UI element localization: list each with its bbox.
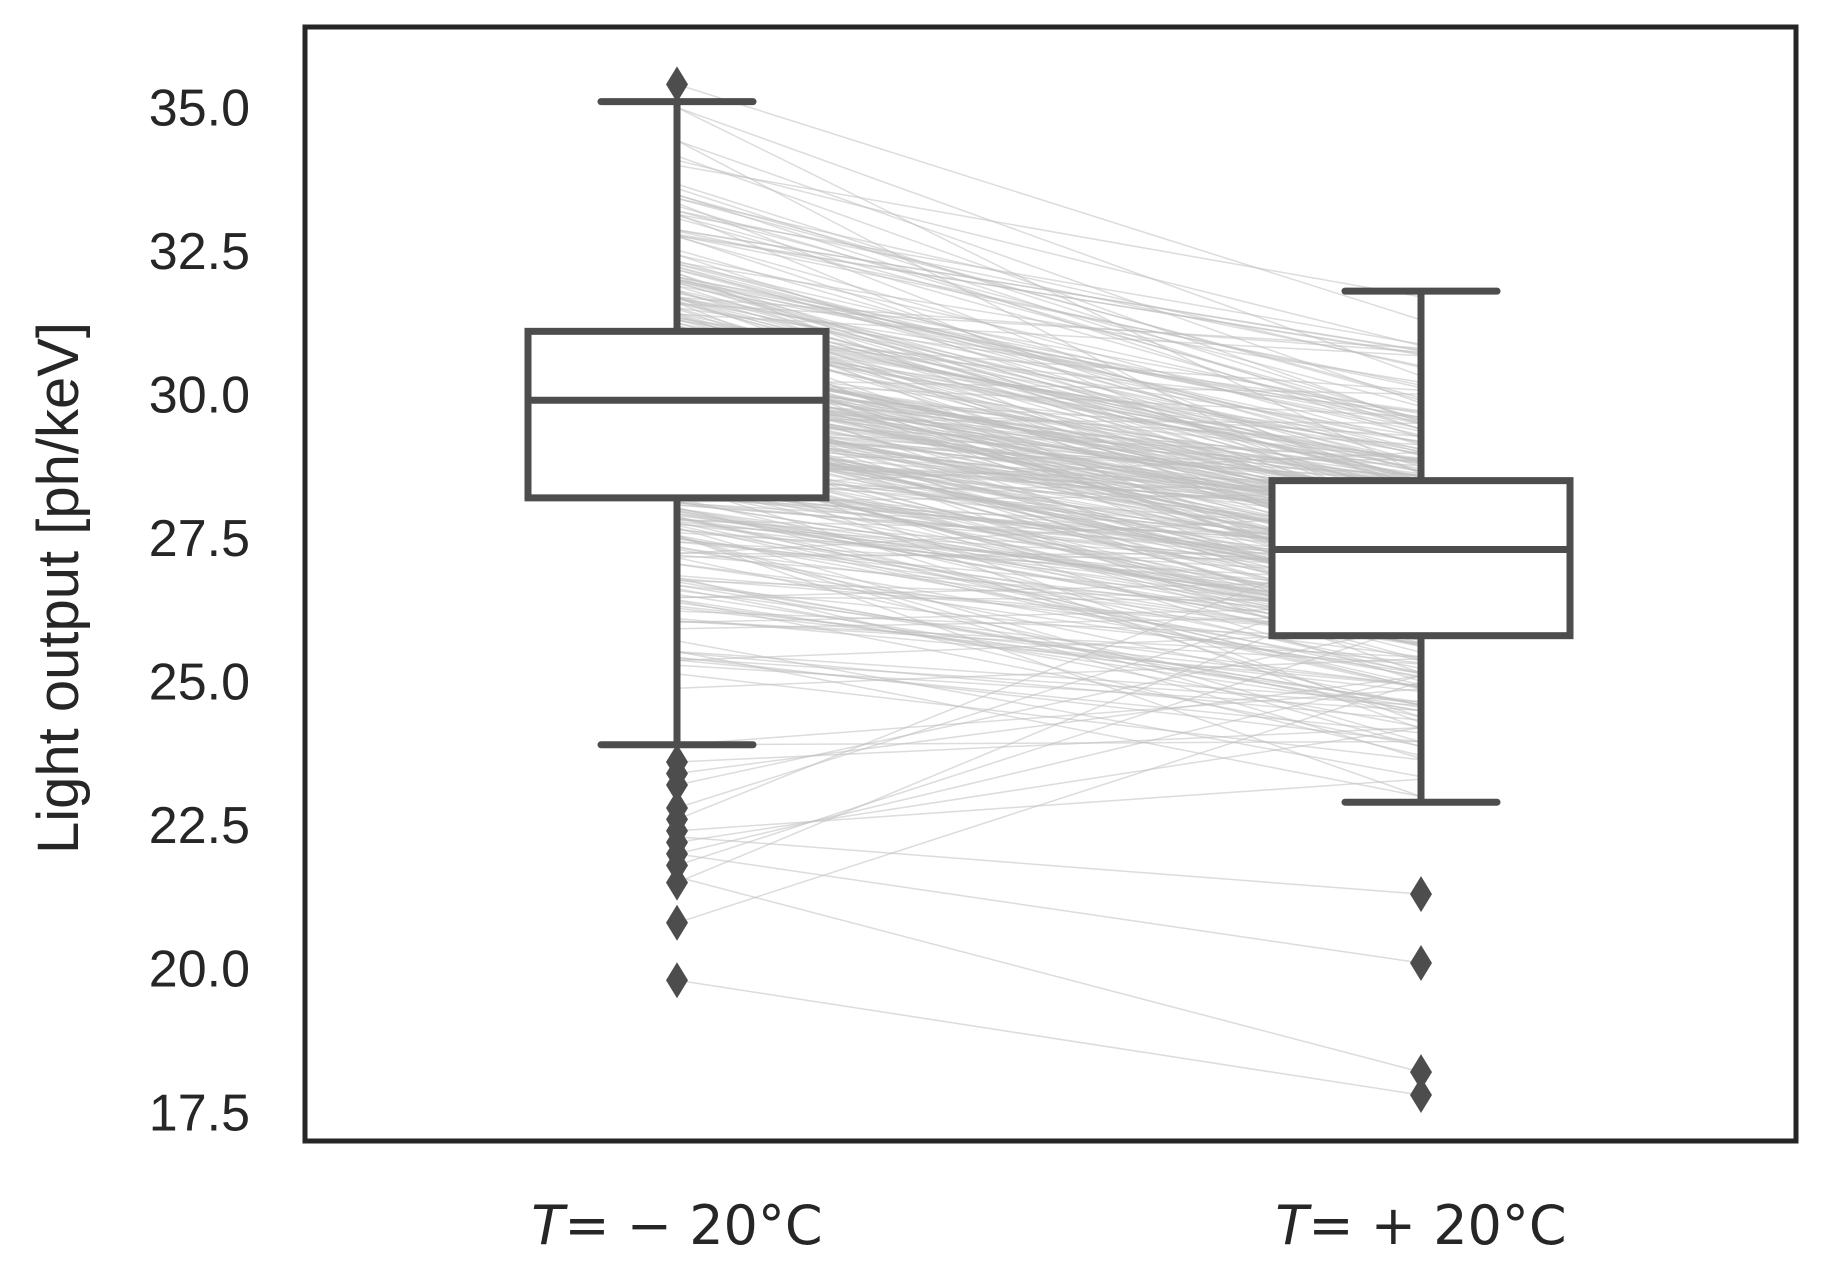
paired-line: [676, 302, 1422, 349]
paired-line: [676, 249, 1422, 464]
paired-line: [676, 266, 1422, 457]
paired-line: [676, 234, 1422, 355]
paired-line: [676, 650, 1422, 703]
y-tick-label: 32.5: [149, 223, 250, 281]
paired-line: [676, 656, 1422, 743]
outlier-marker: [666, 864, 688, 901]
y-tick-label: 17.5: [149, 1084, 250, 1142]
paired-line: [676, 290, 1422, 485]
paired-line: [676, 313, 1422, 357]
paired-line: [676, 593, 1422, 709]
paired-line: [676, 876, 1422, 1073]
y-tick-label: 35.0: [149, 79, 250, 137]
category-value: = − 20°C: [564, 1194, 822, 1257]
box-iqr: [524, 327, 830, 502]
paired-line: [676, 979, 1422, 1096]
category-variable: T: [1275, 1194, 1312, 1257]
y-tick-label: 20.0: [149, 941, 250, 999]
paired-line: [676, 297, 1422, 456]
paired-line: [676, 680, 1422, 924]
y-tick-label: 30.0: [149, 367, 250, 425]
paired-line: [676, 657, 1422, 707]
paired-line: [676, 83, 1422, 321]
x-category-labels: T= − 20°C T= + 20°C: [531, 1194, 1566, 1257]
paired-line: [676, 740, 1422, 746]
box-iqr: [1268, 477, 1574, 640]
paired-line: [676, 194, 1422, 402]
y-tick-label: 22.5: [149, 797, 250, 855]
paired-line: [676, 576, 1422, 757]
paired-line: [676, 515, 1422, 686]
paired-line: [676, 587, 1422, 728]
paired-line: [676, 497, 1422, 675]
outlier-marker: [666, 66, 688, 103]
paired-line: [676, 623, 1422, 867]
paired-line: [676, 234, 1422, 386]
outlier-marker: [1410, 876, 1432, 913]
paired-line: [676, 205, 1422, 425]
paired-line: [676, 563, 1422, 675]
paired-line: [676, 675, 1422, 775]
outlier-marker: [666, 962, 688, 999]
x-category-label: T= + 20°C: [1275, 1194, 1566, 1257]
paired-line: [676, 217, 1422, 431]
paired-line: [676, 534, 1422, 748]
outlier-marker: [666, 904, 688, 941]
paired-line: [676, 197, 1422, 369]
paired-line: [676, 623, 1422, 786]
y-tick-labels: 17.5 20.0 22.5 25.0 27.5 30.0 32.5 35.0: [149, 79, 250, 1142]
paired-line: [676, 262, 1422, 436]
paired-line: [676, 675, 1422, 855]
paired-line: [676, 778, 1422, 832]
paired-line: [676, 106, 1422, 377]
paired-line: [676, 853, 1422, 964]
outlier-marker: [1410, 1077, 1432, 1114]
paired-line: [676, 521, 1422, 689]
outlier-marker: [1410, 944, 1432, 981]
paired-line: [676, 106, 1422, 476]
paired-line: [676, 139, 1422, 529]
y-axis-title: Light output [ph/keV]: [26, 322, 91, 854]
category-variable: T: [531, 1194, 568, 1257]
category-value: = + 20°C: [1308, 1194, 1566, 1257]
x-category-label: T= − 20°C: [531, 1194, 822, 1257]
outlier-marker: [1410, 1054, 1432, 1091]
paired-line: [676, 726, 1422, 844]
paired-line: [676, 139, 1422, 404]
outlier-marker: [666, 766, 688, 803]
paired-line: [676, 164, 1422, 298]
paired-line: [676, 602, 1422, 703]
paired-line: [676, 155, 1422, 424]
paired-line: [676, 159, 1422, 347]
paired-line: [676, 282, 1422, 486]
paired-line: [676, 263, 1422, 454]
paired-line: [676, 651, 1422, 721]
y-tick-label: 25.0: [149, 654, 250, 712]
paired-line: [676, 268, 1422, 451]
paired-line: [676, 278, 1422, 423]
box-group: [524, 66, 830, 999]
plot-frame: [302, 24, 1799, 1144]
paired-line: [676, 835, 1422, 895]
paired-line: [676, 296, 1422, 353]
y-tick-label: 27.5: [149, 510, 250, 568]
paired-line: [676, 254, 1422, 421]
paired-line: [676, 664, 1422, 712]
box-plots: [524, 66, 1574, 1114]
paired-line: [676, 285, 1422, 425]
paired-line: [676, 214, 1422, 420]
paired-line: [676, 584, 1422, 664]
box-group: [1268, 287, 1574, 1114]
